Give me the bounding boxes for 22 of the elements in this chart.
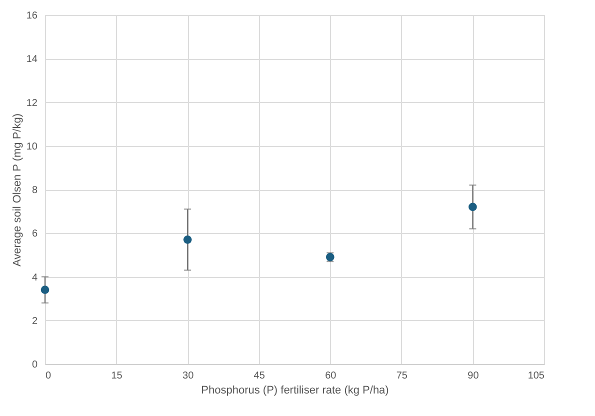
x-tick-label: 90 [468, 370, 480, 382]
y-tick-label: 16 [26, 10, 38, 22]
x-tick-label: 45 [254, 370, 266, 382]
y-tick-label: 10 [26, 141, 38, 152]
y-axis-title: Average soil Olsen P (mg P/kg) [11, 113, 24, 267]
x-tick-label: 30 [182, 370, 194, 382]
y-tick-label: 6 [32, 228, 38, 240]
y-tick-label: 0 [32, 360, 38, 370]
x-tick-label: 75 [396, 370, 408, 382]
y-tick-label: 12 [26, 98, 38, 109]
y-tick-label: 4 [32, 272, 38, 284]
x-tick-label: 0 [46, 370, 52, 382]
y-tick-label: 8 [32, 185, 38, 196]
x-tick-label: 15 [111, 370, 123, 382]
x-tick-label: 60 [325, 370, 337, 382]
point [468, 202, 477, 212]
x-axis-title: Phosphorus (P) fertiliser rate (kg P/ha) [201, 384, 389, 396]
y-tick-label: 2 [32, 316, 38, 327]
y-tick-label: 14 [26, 54, 38, 66]
x-tick-label: 105 [528, 370, 545, 382]
point [183, 235, 192, 244]
point [40, 286, 50, 294]
